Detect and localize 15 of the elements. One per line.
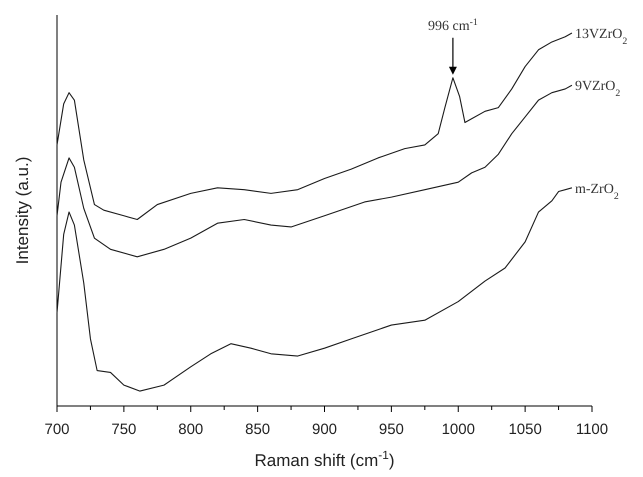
x-tick-label: 1000 [442, 421, 475, 438]
x-tick-label: 900 [312, 421, 338, 438]
x-tick-label: 1100 [576, 421, 608, 438]
annotation: 996 cm$^{-1}$ [428, 16, 478, 34]
x-axis-title: Raman shift (cm$^{-1}$) [254, 448, 394, 470]
x-tick-label: 950 [378, 421, 404, 438]
x-tick-label: 800 [178, 421, 204, 438]
y-axis-title: Intensity (a.u.) [13, 156, 32, 264]
series-label: 9VZrO$_{2}$ [574, 79, 620, 99]
x-tick-label: 1050 [508, 421, 542, 438]
series-label: m-ZrO$_{2}$ [574, 182, 619, 202]
x-tick-label: 850 [245, 421, 270, 438]
x-tick-label: 700 [44, 421, 70, 438]
series-label: 13VZrO$_{2}$ [574, 27, 628, 46]
x-tick-label: 750 [111, 421, 136, 438]
